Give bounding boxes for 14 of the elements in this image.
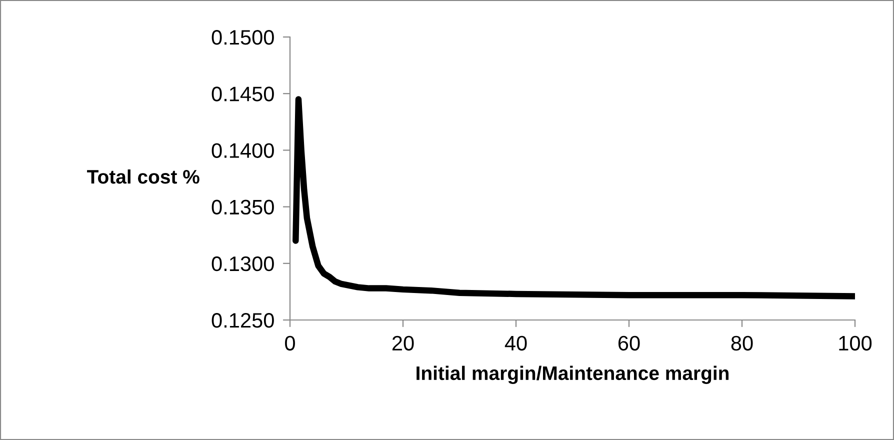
x-tick-label: 100 xyxy=(839,336,872,351)
y-tick-label: 0.1350 xyxy=(212,200,274,215)
x-axis-title: Initial margin/Maintenance margin xyxy=(416,366,729,384)
y-tick-label: 0.1300 xyxy=(212,256,274,272)
y-tick-label: 0.1450 xyxy=(212,86,274,102)
x-tick-label: 0 xyxy=(285,336,295,351)
y-tick-label: 0.1400 xyxy=(212,143,274,158)
y-tick-label: 0.1250 xyxy=(212,313,274,328)
x-tick-label: 20 xyxy=(392,336,414,351)
x-tick-label: 40 xyxy=(504,336,527,351)
x-tick-label: 80 xyxy=(731,336,753,351)
y-tick-label: 0.1500 xyxy=(212,30,274,45)
y-axis-title: Total cost % xyxy=(87,169,200,184)
x-tick-label: 60 xyxy=(618,336,640,351)
